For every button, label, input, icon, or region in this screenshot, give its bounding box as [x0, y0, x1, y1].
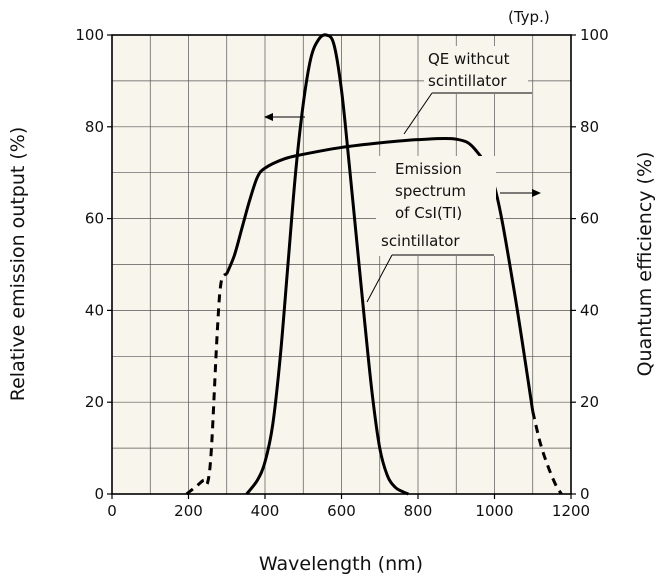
- annotation-emission-line-4: scintillator: [381, 232, 460, 250]
- y-axis-label-left: Relative emission output (%): [7, 127, 29, 402]
- x-tick-label: 1200: [552, 502, 590, 520]
- arrow-left-icon: [264, 113, 273, 121]
- series-emission-line: [245, 33, 409, 496]
- x-tick-label: 400: [251, 502, 280, 520]
- x-tick-label: 1000: [475, 502, 513, 520]
- annotation-emission-line-1: Emission: [395, 160, 462, 178]
- arrow-right-icon: [532, 189, 541, 197]
- annotation-emission: Emission spectrum of CsI(TI) scintillato…: [366, 156, 496, 303]
- typ-note: (Typ.): [508, 8, 550, 26]
- y-tick-label-left: 80: [85, 118, 104, 136]
- annotation-emission-line-3: of CsI(TI): [395, 204, 462, 222]
- y-axis-label-right: Quantum efficiency (%): [634, 152, 656, 377]
- y-tick-label-right: 100: [580, 26, 609, 44]
- y-tick-label-left: 40: [85, 301, 104, 319]
- x-tick-label: 600: [327, 502, 356, 520]
- series-qe-line-segment-3: [531, 411, 563, 495]
- x-axis-label: Wavelength (nm): [259, 553, 423, 575]
- x-tick-label: 800: [404, 502, 433, 520]
- annotation-qe: QE withcut scintillator: [403, 46, 532, 135]
- annotation-qe-line-2: scintillator: [428, 72, 507, 90]
- y-tick-label-left: 20: [85, 393, 104, 411]
- series-qe-line-segment-1: [185, 272, 229, 496]
- axis-arrow-right: [500, 189, 541, 197]
- annotation-qe-box: [424, 46, 528, 94]
- y-tick-label-right: 60: [580, 210, 599, 228]
- y-tick-label-right: 40: [580, 301, 599, 319]
- annotation-qe-leader: [403, 92, 433, 135]
- y-tick-label-left: 0: [94, 485, 104, 503]
- annotation-emission-box: [376, 156, 496, 256]
- annotation-emission-leader: [366, 254, 393, 303]
- x-tick-label: 200: [174, 502, 203, 520]
- annotation-emission-line-2: spectrum: [395, 182, 466, 200]
- axis-arrow-left: [264, 113, 305, 121]
- y-tick-label-left: 100: [75, 26, 104, 44]
- x-tick-label: 0: [107, 502, 117, 520]
- y-tick-label-right: 20: [580, 393, 599, 411]
- y-tick-label-right: 80: [580, 118, 599, 136]
- y-tick-label-right: 0: [580, 485, 590, 503]
- annotation-qe-line-1: QE withcut: [428, 50, 510, 68]
- y-tick-label-left: 60: [85, 210, 104, 228]
